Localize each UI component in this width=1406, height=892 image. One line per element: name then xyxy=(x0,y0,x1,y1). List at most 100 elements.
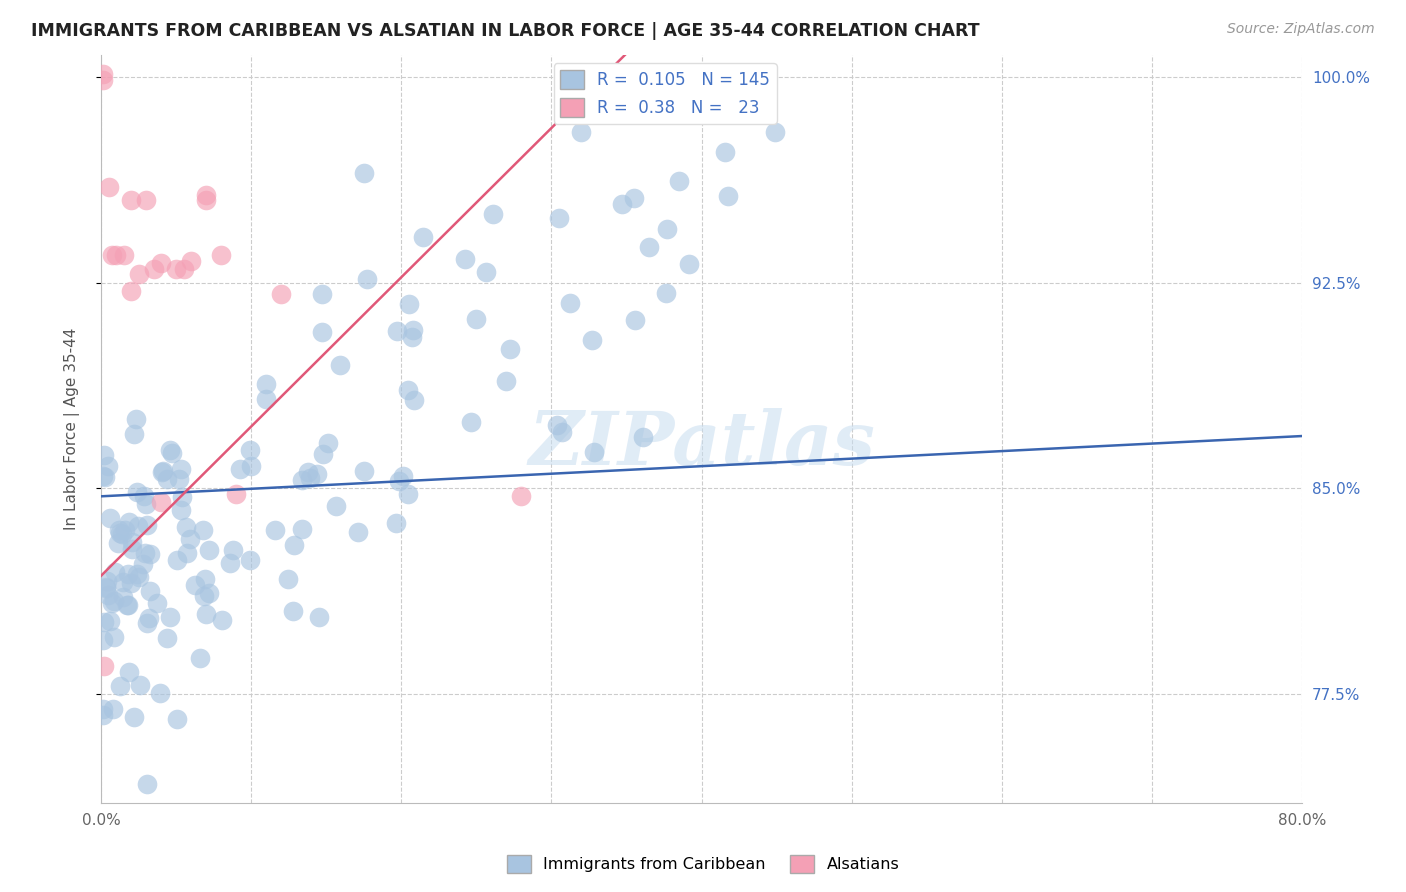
Text: ZIPatlas: ZIPatlas xyxy=(529,408,875,481)
Point xyxy=(97,588,120,602)
Point xyxy=(145,596,167,610)
Point xyxy=(104,566,127,580)
Point xyxy=(197,543,219,558)
Point xyxy=(152,464,174,478)
Y-axis label: In Labor Force | Age 35-44: In Labor Force | Age 35-44 xyxy=(65,328,80,531)
Point xyxy=(155,472,177,486)
Point xyxy=(142,261,165,276)
Point xyxy=(112,248,135,262)
Point xyxy=(624,313,647,327)
Point xyxy=(229,462,252,476)
Point xyxy=(401,330,423,344)
Point xyxy=(482,207,505,221)
Point xyxy=(312,447,335,461)
Point xyxy=(225,486,247,500)
Point xyxy=(396,383,419,397)
Point xyxy=(623,191,645,205)
Point xyxy=(610,196,633,211)
Point xyxy=(460,415,482,429)
Point xyxy=(166,553,188,567)
Point xyxy=(347,524,370,539)
Point xyxy=(714,145,737,159)
Point xyxy=(121,534,143,549)
Point xyxy=(239,442,262,457)
Point xyxy=(356,271,378,285)
Point xyxy=(316,435,339,450)
Point xyxy=(678,257,700,271)
Point xyxy=(93,615,115,629)
Text: IMMIGRANTS FROM CARIBBEAN VS ALSATIAN IN LABOR FORCE | AGE 35-44 CORRELATION CHA: IMMIGRANTS FROM CARIBBEAN VS ALSATIAN IN… xyxy=(31,22,980,40)
Point xyxy=(638,240,661,254)
Point xyxy=(583,445,606,459)
Point xyxy=(135,194,157,208)
Point xyxy=(101,596,124,610)
Point xyxy=(139,584,162,599)
Point xyxy=(398,486,420,500)
Point xyxy=(219,556,242,570)
Legend: R =  0.105   N = 145, R =  0.38   N =   23: R = 0.105 N = 145, R = 0.38 N = 23 xyxy=(554,63,776,124)
Point xyxy=(510,489,533,503)
Point xyxy=(385,516,408,530)
Point xyxy=(120,284,142,298)
Point xyxy=(308,610,330,624)
Point xyxy=(108,524,131,538)
Point xyxy=(97,459,120,474)
Point xyxy=(763,125,786,139)
Point xyxy=(222,543,245,558)
Point xyxy=(103,630,125,644)
Point xyxy=(156,632,179,646)
Point xyxy=(110,525,132,540)
Point xyxy=(111,591,134,605)
Point xyxy=(98,614,121,628)
Point xyxy=(240,458,263,473)
Point xyxy=(298,471,321,485)
Point xyxy=(402,323,425,337)
Point xyxy=(150,256,173,270)
Point xyxy=(91,633,114,648)
Point xyxy=(631,430,654,444)
Point xyxy=(551,425,574,439)
Point xyxy=(162,446,184,460)
Point xyxy=(98,511,121,525)
Point xyxy=(239,553,262,567)
Point xyxy=(717,189,740,203)
Point xyxy=(114,523,136,537)
Point xyxy=(118,515,141,529)
Point xyxy=(150,495,173,509)
Point xyxy=(150,466,173,480)
Point xyxy=(167,472,190,486)
Point xyxy=(134,546,156,560)
Point xyxy=(128,678,150,692)
Point xyxy=(128,570,150,584)
Point xyxy=(166,712,188,726)
Point xyxy=(96,574,118,588)
Point xyxy=(127,519,149,533)
Point xyxy=(136,777,159,791)
Point xyxy=(453,252,475,267)
Point xyxy=(329,358,352,372)
Point xyxy=(111,527,134,541)
Point xyxy=(91,72,114,87)
Point xyxy=(170,502,193,516)
Point xyxy=(499,342,522,356)
Point xyxy=(170,462,193,476)
Point xyxy=(391,468,413,483)
Point xyxy=(117,566,139,581)
Point xyxy=(115,598,138,612)
Point xyxy=(94,580,117,594)
Point xyxy=(546,418,568,433)
Point xyxy=(195,607,218,622)
Point xyxy=(127,484,149,499)
Point xyxy=(97,179,120,194)
Point xyxy=(93,659,115,673)
Point xyxy=(254,392,277,406)
Point xyxy=(108,679,131,693)
Point xyxy=(211,614,233,628)
Point xyxy=(165,261,187,276)
Point xyxy=(176,547,198,561)
Point xyxy=(120,575,142,590)
Point xyxy=(194,572,217,586)
Point xyxy=(388,474,411,488)
Point xyxy=(121,542,143,557)
Point xyxy=(149,685,172,699)
